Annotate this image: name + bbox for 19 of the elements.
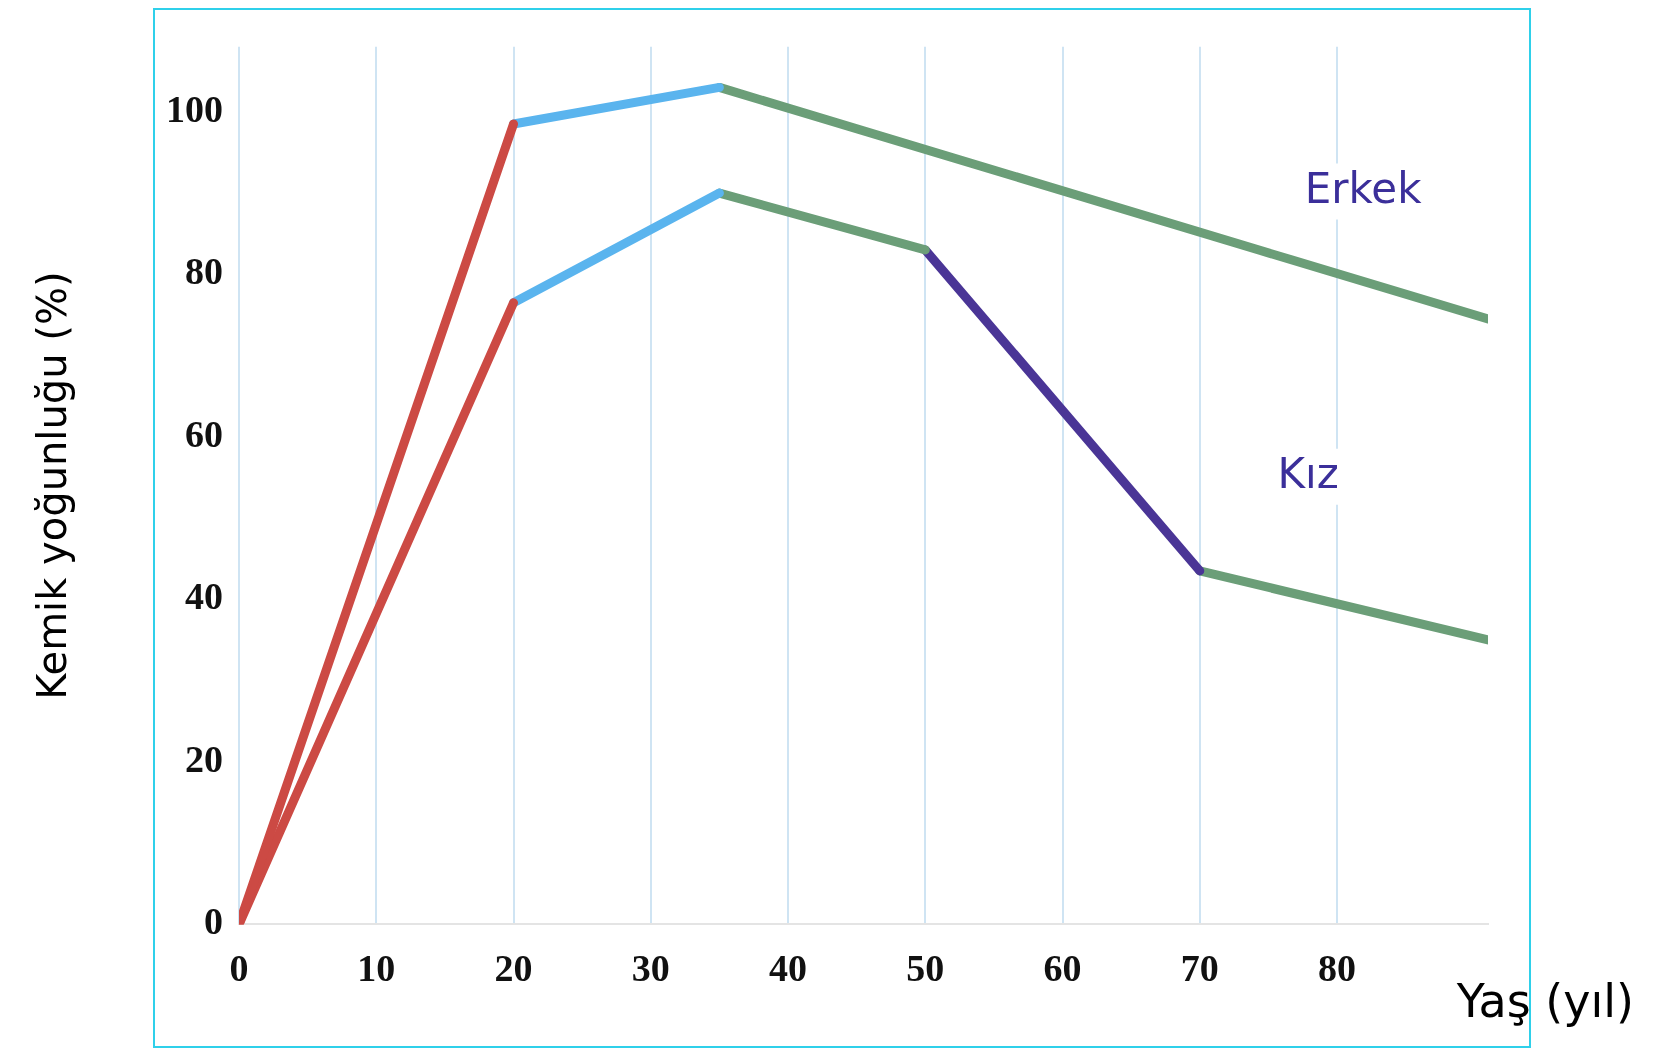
y-tick-label: 60 xyxy=(185,412,223,455)
x-tick-label: 10 xyxy=(357,947,396,990)
x-tick-label: 40 xyxy=(769,947,808,990)
x-tick-label: 0 xyxy=(229,947,249,990)
y-tick-label: 40 xyxy=(185,575,223,618)
y-tick-label: 100 xyxy=(166,87,223,130)
x-tick-label: 50 xyxy=(906,947,945,990)
x-tick-label: 60 xyxy=(1043,947,1082,990)
x-tick-label: 80 xyxy=(1318,947,1357,990)
x-tick-label: 30 xyxy=(631,947,670,990)
x-tick-label: 20 xyxy=(494,947,533,990)
x-axis-title: Yaş (yıl) xyxy=(1455,973,1634,1028)
y-axis-title: Kemik yoğunluğu (%) xyxy=(29,271,76,700)
y-tick-label: 80 xyxy=(185,250,223,293)
annotation: Kız xyxy=(1277,448,1339,498)
y-tick-label: 0 xyxy=(204,900,223,943)
annotation: Erkek xyxy=(1304,163,1423,213)
y-tick-label: 20 xyxy=(185,737,223,780)
x-tick-label: 70 xyxy=(1180,947,1219,990)
